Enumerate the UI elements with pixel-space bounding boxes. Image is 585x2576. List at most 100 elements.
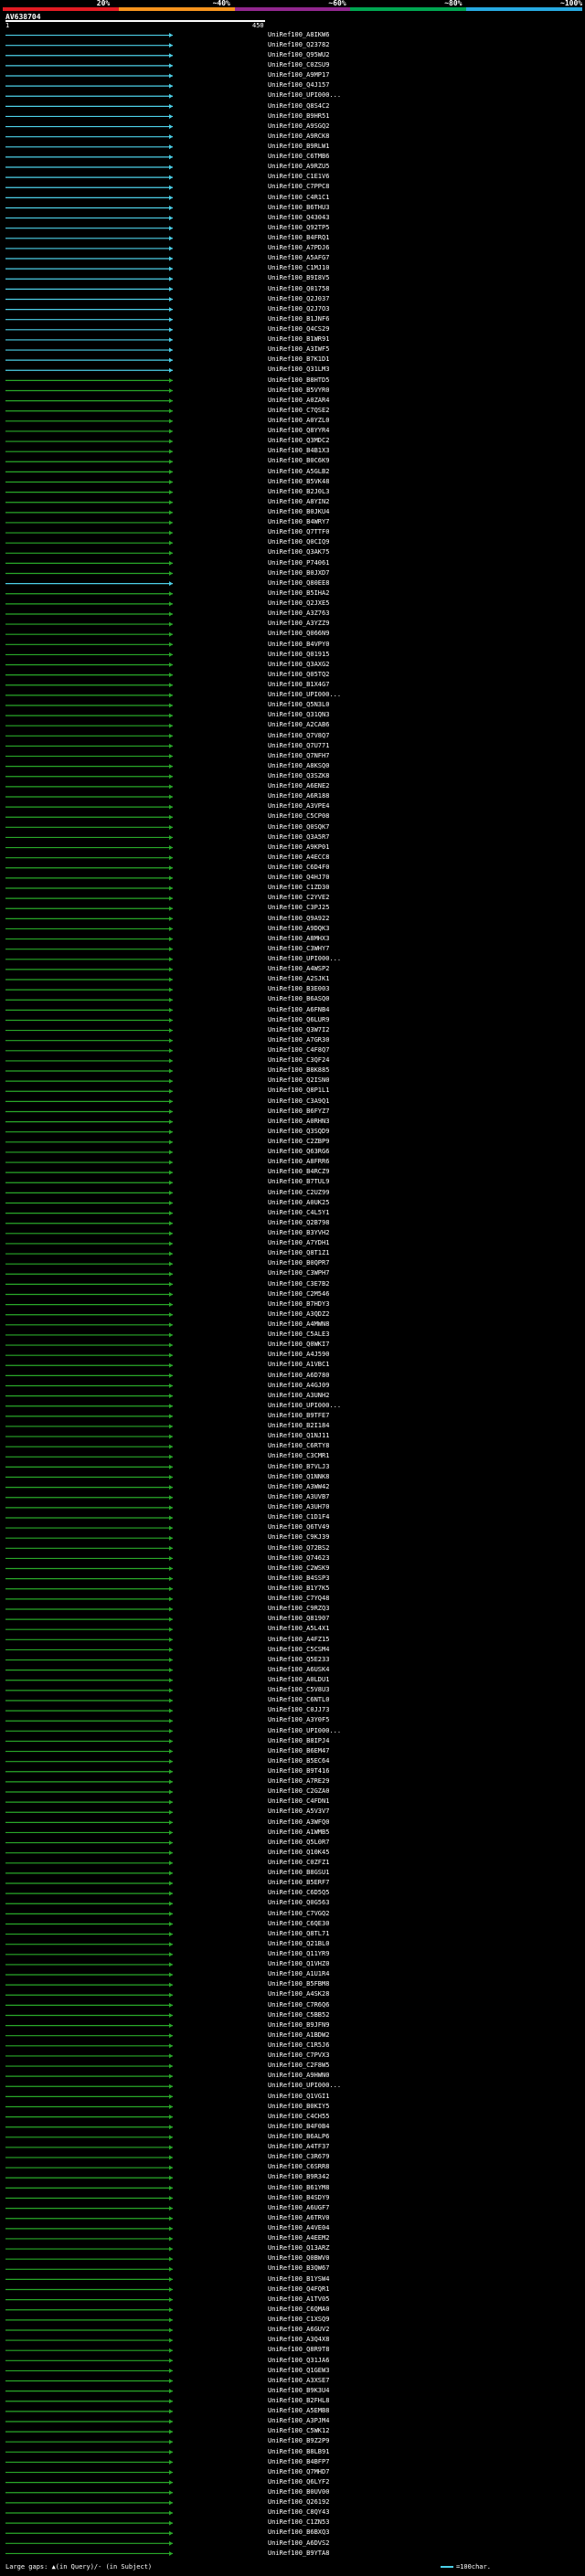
hit-label[interactable]: UniRef100_C3WPH7 [268,1269,330,1277]
hit-label[interactable]: UniRef100_A5EMB8 [268,2407,330,2415]
hit-label[interactable]: UniRef100_A8FRR6 [268,1158,330,1166]
hit-label[interactable]: UniRef100_C4F8Q7 [268,1046,330,1054]
hit-label[interactable]: UniRef100_A5L4X1 [268,1625,330,1633]
hit-label[interactable]: UniRef100_B4F0B4 [268,2122,330,2130]
hit-label[interactable]: UniRef100_A6DVS2 [268,2539,330,2547]
hit-label[interactable]: UniRef100_Q4CS29 [268,325,330,334]
hit-label[interactable]: UniRef100_Q3W7I2 [268,1025,330,1034]
hit-label[interactable]: UniRef100_Q6TV49 [268,1523,330,1532]
hit-label[interactable]: UniRef100_C0JJ73 [268,1706,330,1714]
hit-label[interactable]: UniRef100_Q3MDC2 [268,437,330,445]
hit-label[interactable]: UniRef100_Q8TL71 [268,1929,330,1937]
hit-label[interactable]: UniRef100_Q3AK75 [268,548,330,557]
hit-label[interactable]: UniRef100_A3QDZ2 [268,1309,330,1318]
hit-label[interactable]: UniRef100_B4BFP7 [268,2457,330,2465]
hit-label[interactable]: UniRef100_B4WRY7 [268,518,330,526]
hit-label[interactable]: UniRef100_C1MJ10 [268,264,330,272]
hit-label[interactable]: UniRef100_B6EM47 [268,1746,330,1754]
hit-label[interactable]: UniRef100_A4EEM2 [268,2234,330,2242]
hit-label[interactable]: UniRef100_Q5N3L0 [268,701,330,709]
hit-label[interactable]: UniRef100_A4WSP2 [268,965,330,973]
hit-label[interactable]: UniRef100_UPI000... [268,2082,342,2090]
hit-label[interactable]: UniRef100_Q9A922 [268,914,330,922]
hit-label[interactable]: UniRef100_A0ZAR4 [268,396,330,404]
hit-label[interactable]: UniRef100_Q6LYF2 [268,2477,330,2486]
hit-label[interactable]: UniRef100_Q1GEW3 [268,2366,330,2374]
hit-label[interactable]: UniRef100_UPI000... [268,1726,342,1734]
hit-label[interactable]: UniRef100_B8LB91 [268,2447,330,2455]
hit-label[interactable]: UniRef100_B1X4G7 [268,680,330,688]
hit-label[interactable]: UniRef100_A6USK4 [268,1665,330,1673]
hit-label[interactable]: UniRef100_Q10K45 [268,1848,330,1856]
hit-label[interactable]: UniRef100_B4RCZ9 [268,1168,330,1176]
hit-label[interactable]: UniRef100_A6TRV0 [268,2213,330,2221]
hit-label[interactable]: UniRef100_A8IKW6 [268,30,330,38]
hit-label[interactable]: UniRef100_A1TV05 [268,2295,330,2303]
hit-label[interactable]: UniRef100_B9TFE7 [268,1412,330,1420]
hit-label[interactable]: UniRef100_C7R6Q6 [268,2000,330,2009]
hit-label[interactable]: UniRef100_B7VLJ3 [268,1462,330,1470]
hit-label[interactable]: UniRef100_B6ASQ0 [268,995,330,1003]
hit-label[interactable]: UniRef100_Q0WKI7 [268,1341,330,1349]
hit-label[interactable]: UniRef100_Q6LUR9 [268,1015,330,1023]
hit-label[interactable]: UniRef100_Q23782 [268,40,330,48]
hit-label[interactable]: UniRef100_A4J590 [268,1351,330,1359]
hit-label[interactable]: UniRef100_Q81907 [268,1615,330,1623]
hit-label[interactable]: UniRef100_Q3SQD9 [268,1127,330,1135]
hit-label[interactable]: UniRef100_B5ERF7 [268,1879,330,1887]
hit-label[interactable]: UniRef100_Q5E233 [268,1655,330,1663]
hit-label[interactable]: UniRef100_A0RHN3 [268,1117,330,1125]
hit-label[interactable]: UniRef100_A6UGF7 [268,2203,330,2211]
hit-label[interactable]: UniRef100_Q2J7O3 [268,304,330,313]
hit-label[interactable]: UniRef100_C1ZD30 [268,884,330,892]
hit-label[interactable]: UniRef100_B4SSP3 [268,1574,330,1582]
hit-label[interactable]: UniRef100_Q31QN3 [268,711,330,719]
hit-label[interactable]: UniRef100_C8QY43 [268,2508,330,2517]
hit-label[interactable]: UniRef100_B5FBM8 [268,1980,330,1988]
hit-label[interactable]: UniRef100_C3WHY7 [268,944,330,952]
hit-label[interactable]: UniRef100_Q4FQR1 [268,2284,330,2293]
hit-label[interactable]: UniRef100_Q2ISN0 [268,1076,330,1085]
hit-label[interactable]: UniRef100_C3R679 [268,2153,330,2161]
hit-label[interactable]: UniRef100_UPI000... [268,91,342,100]
hit-label[interactable]: UniRef100_B9Z2P9 [268,2437,330,2445]
hit-label[interactable]: UniRef100_C1R5J6 [268,2041,330,2050]
hit-label[interactable]: UniRef100_B6THU3 [268,203,330,211]
hit-label[interactable]: UniRef100_A4VE04 [268,2224,330,2232]
hit-label[interactable]: UniRef100_Q0SQK7 [268,822,330,831]
hit-label[interactable]: UniRef100_A9MP17 [268,71,330,80]
hit-label[interactable]: UniRef100_A9RZU5 [268,163,330,171]
hit-label[interactable]: UniRef100_C2WSK9 [268,1564,330,1572]
hit-label[interactable]: UniRef100_Q8S4C2 [268,101,330,110]
hit-label[interactable]: UniRef100_A0LDU1 [268,1675,330,1683]
hit-label[interactable]: UniRef100_C4CH55 [268,2112,330,2120]
hit-label[interactable]: UniRef100_Q1VHZ0 [268,1960,330,1968]
hit-label[interactable]: UniRef100_B2FHL8 [268,2396,330,2404]
hit-label[interactable]: UniRef100_B3E003 [268,985,330,993]
hit-label[interactable]: UniRef100_A9DQK3 [268,924,330,932]
hit-label[interactable]: UniRef100_A4SK28 [268,1990,330,1998]
hit-label[interactable]: UniRef100_B0JXD7 [268,568,330,577]
hit-label[interactable]: UniRef100_A9SGQ2 [268,122,330,130]
hit-label[interactable]: UniRef100_B2I184 [268,1422,330,1430]
hit-label[interactable]: UniRef100_B0UV00 [268,2487,330,2496]
hit-label[interactable]: UniRef100_C2GZA0 [268,1787,330,1796]
hit-label[interactable]: UniRef100_A3WFQ0 [268,1818,330,1826]
hit-label[interactable]: UniRef100_C7YQ48 [268,1595,330,1603]
hit-label[interactable]: UniRef100_C1E1V6 [268,173,330,181]
hit-label[interactable]: UniRef100_A5AFG7 [268,254,330,262]
hit-label[interactable]: UniRef100_Q92TP5 [268,223,330,231]
hit-label[interactable]: UniRef100_A6FNB4 [268,1005,330,1013]
hit-label[interactable]: UniRef100_A4FZ15 [268,1635,330,1643]
hit-label[interactable]: UniRef100_C2UZ99 [268,1188,330,1196]
hit-label[interactable]: UniRef100_A5GLB2 [268,467,330,475]
hit-label[interactable]: UniRef100_B5IHA2 [268,588,330,597]
hit-label[interactable]: UniRef100_B8K885 [268,1066,330,1075]
hit-label[interactable]: UniRef100_B9I8V5 [268,274,330,282]
hit-label[interactable]: UniRef100_Q05TQ2 [268,670,330,678]
hit-label[interactable]: UniRef100_Q95WU2 [268,50,330,58]
hit-label[interactable]: UniRef100_UPI000... [268,954,342,962]
hit-label[interactable]: UniRef100_B9RLW1 [268,142,330,150]
hit-label[interactable]: UniRef100_B4SDY9 [268,2193,330,2201]
hit-label[interactable]: UniRef100_Q63RG6 [268,1148,330,1156]
